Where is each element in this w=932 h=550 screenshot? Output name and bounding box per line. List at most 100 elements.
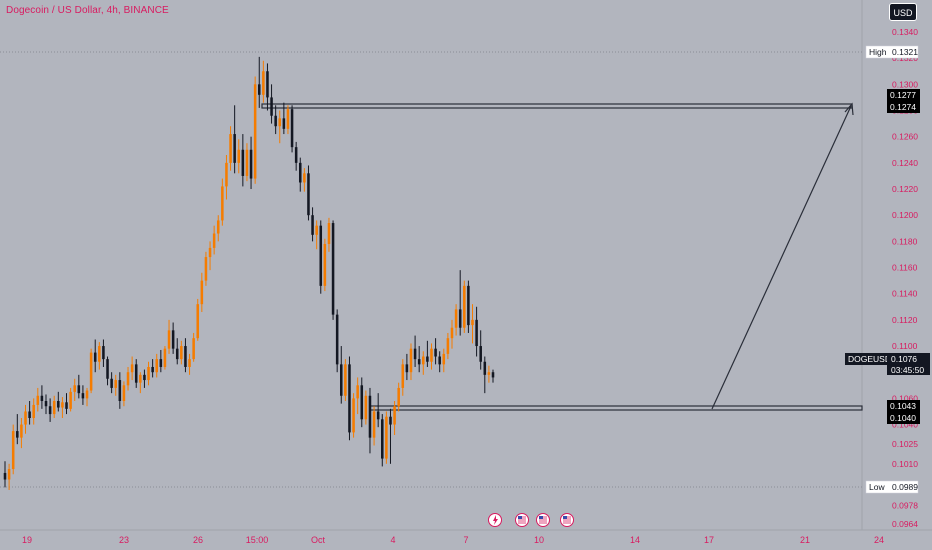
candle-body [89, 352, 93, 391]
candle-body [257, 84, 261, 95]
candle-body [155, 359, 159, 373]
flag-canton [563, 516, 567, 519]
candle [143, 369, 146, 388]
candle-body [397, 387, 400, 407]
candle [229, 126, 232, 171]
candle [241, 134, 245, 187]
candle [376, 393, 380, 428]
flag-canton [539, 516, 543, 519]
candle-body [16, 431, 19, 438]
resistance-bottom-label-value: 0.1274 [890, 102, 916, 112]
candle-body [126, 372, 130, 386]
candle [184, 338, 187, 373]
candle [65, 393, 68, 415]
x-tick-label: 4 [390, 535, 395, 545]
candle [114, 374, 117, 396]
high-label-title: High [869, 47, 887, 57]
candle-body [180, 346, 183, 360]
candle-body [216, 220, 220, 234]
candle-body [163, 348, 167, 367]
candle [249, 136, 253, 190]
candle-body [73, 385, 76, 392]
us-flag-icon[interactable] [560, 513, 574, 527]
candle [426, 340, 429, 367]
y-tick-label: 0.1300 [892, 79, 918, 89]
candle [48, 398, 52, 422]
candle [335, 309, 339, 373]
candle-body [110, 378, 113, 388]
candle [327, 217, 331, 252]
candle-body [364, 395, 368, 420]
candle [139, 372, 142, 394]
candle [134, 359, 138, 388]
x-tick-label: 14 [630, 535, 640, 545]
candle [225, 155, 228, 200]
candle-body [151, 366, 154, 373]
candle [483, 356, 487, 394]
last-symbol: DOGEUSD [848, 354, 891, 364]
candle [24, 404, 27, 434]
candle [110, 372, 113, 394]
candle-body [426, 356, 429, 362]
low-label-box [865, 480, 919, 494]
candle-body [188, 359, 191, 367]
x-tick-label: 19 [22, 535, 32, 545]
candle-body [360, 385, 364, 420]
candle [389, 408, 392, 464]
candle-body [327, 223, 331, 244]
candle-body [11, 431, 15, 470]
support-top-label: 0.1043 [887, 400, 920, 412]
candle [126, 366, 130, 391]
candle [245, 143, 249, 182]
us-flag-icon-ring [560, 513, 574, 527]
candle-body [298, 162, 302, 183]
x-tick-label: 23 [119, 535, 129, 545]
x-tick-label: 10 [534, 535, 544, 545]
candle-body [409, 348, 413, 373]
candle-body [221, 186, 224, 221]
candle-body [241, 149, 245, 176]
candle [57, 391, 60, 412]
candle-body [237, 149, 241, 163]
candle-body [118, 380, 122, 401]
currency-button[interactable]: USD [889, 3, 917, 21]
candle [413, 335, 417, 367]
y-tick-label: 0.1010 [892, 459, 918, 469]
projection-arrow-head [844, 102, 854, 116]
candle [147, 361, 150, 386]
y-tick-label: 0.0964 [892, 519, 918, 529]
candle [102, 339, 105, 367]
candle [122, 381, 126, 407]
candle [196, 298, 200, 341]
candle [298, 157, 302, 192]
high-label: High 0.1321 [865, 45, 918, 59]
candle [397, 382, 400, 412]
candle [130, 356, 134, 381]
candle [118, 372, 122, 409]
candle-body [385, 416, 388, 459]
y-tick-label: 0.1200 [892, 210, 918, 220]
candle [81, 385, 85, 405]
candles [3, 56, 495, 490]
candle [155, 353, 159, 378]
candle-body [139, 374, 142, 383]
low-label-value: 0.0989 [892, 482, 918, 492]
us-flag-icon[interactable] [536, 513, 550, 527]
candle-body [233, 134, 236, 163]
y-tick-label: 0.1060 [892, 393, 918, 403]
low-label-title: Low [869, 482, 885, 492]
lightning-icon[interactable] [488, 513, 502, 527]
us-flag-icon[interactable] [515, 513, 529, 527]
candle [16, 414, 19, 445]
y-tick-label: 0.1340 [892, 27, 918, 37]
candle-body [479, 346, 482, 362]
candle-body [106, 359, 109, 379]
y-tick-label: 0.1025 [892, 439, 918, 449]
candle-body [48, 406, 52, 415]
candle [52, 395, 56, 419]
candle-body [389, 416, 392, 425]
candle [61, 397, 64, 419]
candle-body [93, 352, 97, 362]
